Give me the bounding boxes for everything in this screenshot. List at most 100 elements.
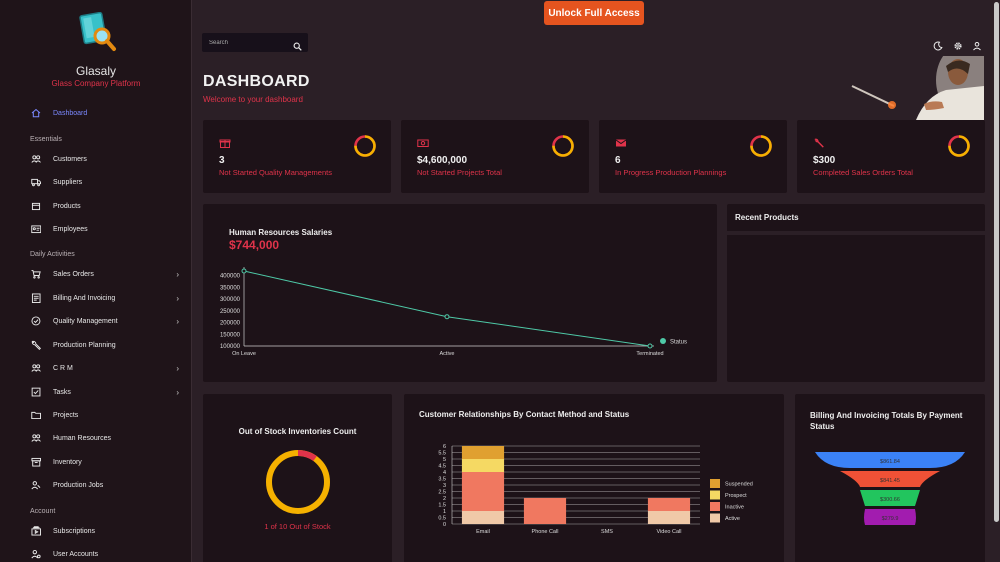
chevron-right-icon[interactable]: › [176, 387, 179, 397]
section-account: Account [30, 508, 56, 515]
sidebar-item-label: Inventory [53, 458, 82, 466]
legend-label: Status [670, 340, 687, 346]
y-tick-label: 3.5 [438, 477, 446, 483]
crm-stacked-bar-chart: 65.554.543.532.521.510.50 Email Phone Call… [438, 444, 753, 535]
sidebar-item-sales-orders[interactable]: Sales Orders › [30, 265, 185, 283]
sidebar-item-label: Suppliers [53, 178, 83, 186]
user-icon[interactable] [972, 38, 982, 51]
money-icon [417, 136, 429, 148]
crm-card: Customer Relationships By Contact Method… [404, 394, 784, 562]
donut-slice-in-stock [266, 450, 330, 514]
page-title: DASHBOARD [203, 73, 310, 90]
logo [78, 11, 118, 54]
unlock-full-access-button[interactable]: Unlock Full Access [544, 1, 644, 25]
y-tick-label: 4 [443, 470, 446, 476]
sidebar-item-quality-management[interactable]: Quality Management › [30, 312, 185, 330]
sidebar: Glasaly Glass Company Platform Dashboard… [0, 0, 192, 562]
sidebar-item-label: C R M [53, 364, 73, 372]
crm-title: Customer Relationships By Contact Method… [419, 410, 630, 419]
x-tick-label: Active [440, 351, 455, 357]
sidebar-item-label: Subscriptions [53, 527, 96, 535]
y-tick-label: 350000 [220, 285, 241, 291]
funnel-label: $279.9 [882, 516, 899, 522]
sidebar-item-dashboard[interactable]: Dashboard [30, 104, 185, 122]
group-icon [30, 433, 41, 444]
sidebar-item-customers[interactable]: Customers [30, 150, 185, 168]
sidebar-item-billing-and-invoicing[interactable]: Billing And Invoicing › [30, 289, 185, 307]
stat-card-projects: $4,600,000 Not Started Projects Total [401, 120, 589, 193]
x-tick-label: Phone Call [532, 529, 559, 535]
y-tick-label: 400000 [220, 274, 241, 280]
sidebar-item-label: Sales Orders [53, 270, 94, 278]
progress-ring [354, 135, 376, 157]
sidebar-item-label: Products [53, 202, 81, 210]
chevron-right-icon[interactable]: › [176, 293, 179, 303]
moon-icon[interactable] [933, 38, 943, 51]
scrollbar-thumb[interactable] [994, 2, 999, 522]
bar-suspended-email [461, 446, 505, 459]
bar-prospect-email [461, 459, 505, 472]
sidebar-item-user-accounts[interactable]: User Accounts [30, 545, 185, 562]
ring-progress [552, 135, 574, 157]
sidebar-item-c-r-m[interactable]: C R M › [30, 359, 185, 377]
x-tick-label: On Leave [232, 351, 256, 357]
bar-inactive-phone-call [523, 498, 567, 524]
sidebar-item-suppliers[interactable]: Suppliers [30, 173, 185, 191]
sidebar-item-human-resources[interactable]: Human Resources [30, 429, 185, 447]
sidebar-item-tasks[interactable]: Tasks › [30, 383, 185, 401]
id-card-icon [30, 224, 41, 235]
funnel-label: $300.66 [880, 497, 900, 503]
sidebar-item-label: Billing And Invoicing [53, 294, 116, 302]
stat-card-quality: 3 Not Started Quality Managements [203, 120, 391, 193]
sidebar-item-employees[interactable]: Employees [30, 220, 185, 238]
sidebar-item-label: Production Planning [53, 341, 116, 349]
funnel-segment [860, 490, 920, 506]
sidebar-item-inventory[interactable]: Inventory [30, 453, 185, 471]
stat-value: 6 [615, 155, 621, 166]
wrench-icon [30, 340, 41, 351]
x-tick-label: SMS [601, 529, 613, 535]
x-tick-label: Terminated [636, 351, 663, 357]
progress-ring [750, 135, 772, 157]
y-tick-label: 4.5 [438, 464, 446, 470]
sidebar-item-label: Human Resources [53, 434, 111, 442]
scrollbar[interactable] [992, 0, 1000, 562]
legend-label: Prospect [725, 493, 747, 499]
x-tick-label: Email [476, 529, 490, 535]
divider [727, 231, 985, 235]
chevron-right-icon[interactable]: › [176, 269, 179, 279]
chevron-right-icon[interactable]: › [176, 316, 179, 326]
sidebar-item-projects[interactable]: Projects [30, 406, 185, 424]
recent-products-title: Recent Products [735, 213, 799, 222]
ring-progress [948, 135, 970, 157]
recent-products-card: Recent Products [727, 204, 985, 382]
sidebar-item-label: Production Jobs [53, 481, 104, 489]
stat-label: In Progress Production Plannings [615, 168, 727, 177]
search-icon[interactable] [293, 38, 302, 51]
sidebar-item-subscriptions[interactable]: Subscriptions [30, 522, 185, 540]
stat-value: $4,600,000 [417, 155, 468, 166]
billing-title: Billing And Invoicing Totals By Payment … [810, 411, 963, 431]
hr-salaries-total: $744,000 [229, 238, 280, 252]
y-tick-label: 1.5 [438, 503, 446, 509]
chevron-right-icon[interactable]: › [176, 363, 179, 373]
stat-value: 3 [219, 155, 225, 166]
search-box [202, 33, 308, 52]
folder-icon [30, 410, 41, 421]
sidebar-item-products[interactable]: Products [30, 197, 185, 215]
stat-card-sales: $300 Completed Sales Orders Total [797, 120, 985, 193]
sidebar-item-label: Employees [53, 225, 88, 233]
out-of-stock-card: Out of Stock Inventories Count 1 of 10 O… [203, 394, 392, 562]
y-tick-label: 6 [443, 444, 446, 450]
brand-subtitle: Glass Company Platform [51, 79, 141, 88]
legend-swatch [710, 490, 720, 500]
billing-funnel-chart: $861.84 $841.45 $300.66 $279.9 [815, 452, 965, 525]
legend-label: Inactive [725, 505, 744, 511]
bar-inactive-video-call [647, 498, 691, 511]
sidebar-item-production-jobs[interactable]: Production Jobs [30, 476, 185, 494]
gear-icon[interactable] [953, 38, 963, 50]
cart-icon [30, 269, 41, 280]
legend-label: Suspended [725, 482, 753, 488]
sidebar-item-production-planning[interactable]: Production Planning [30, 336, 185, 354]
search-input[interactable] [202, 33, 290, 52]
